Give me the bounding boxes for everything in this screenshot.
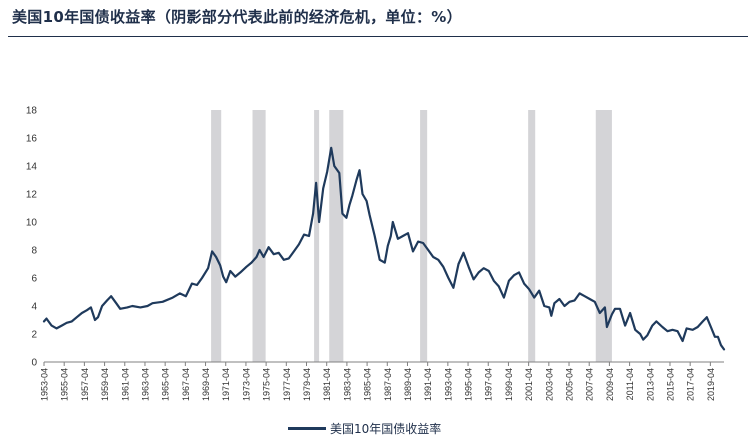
legend: 美国10年国债收益率	[288, 420, 441, 437]
x-tick-label: 1997-04	[484, 368, 494, 401]
x-tick-label: 2019-04	[706, 368, 716, 401]
series-layer	[42, 146, 726, 351]
recession-band	[420, 110, 428, 362]
recession-band	[595, 110, 612, 362]
x-tick-label: 1969-04	[201, 368, 211, 401]
title-underline	[8, 36, 748, 37]
recession-band	[211, 110, 222, 362]
x-tick-label: 1963-04	[140, 368, 150, 401]
x-tick-label: 1985-04	[363, 368, 373, 401]
x-axis: 1953-04 1955-04 1957-04 1959-04 1961-04 1963-…	[40, 361, 724, 401]
y-tick-label: 2	[31, 330, 37, 341]
x-tick-label: 2007-04	[585, 368, 595, 401]
x-tick-label: 1975-04	[262, 368, 272, 401]
x-tick-label: 1981-04	[322, 368, 332, 401]
y-tick-label: 8	[31, 246, 37, 257]
legend-swatch	[288, 427, 326, 430]
recession-band	[314, 110, 320, 362]
x-tick-label: 1965-04	[161, 368, 171, 401]
x-tick-label: 2011-04	[625, 368, 635, 400]
x-tick-label: 1991-04	[423, 368, 433, 401]
x-tick-label: 1987-04	[383, 368, 393, 401]
x-tick-label: 1999-04	[504, 368, 514, 401]
x-tick-label: 2013-04	[645, 368, 655, 401]
page-title: 美国10年国债收益率（阴影部分代表此前的经济危机，单位：%）	[12, 8, 462, 26]
x-tick-label: 1971-04	[221, 368, 231, 401]
x-tick-label: 1979-04	[302, 368, 312, 401]
x-tick-label: 2005-04	[565, 368, 575, 401]
x-tick-label: 1967-04	[181, 368, 191, 401]
y-tick-label: 16	[26, 134, 38, 145]
x-tick-label: 1955-04	[60, 368, 70, 401]
x-tick-label: 2001-04	[524, 368, 534, 401]
y-tick-label: 4	[31, 302, 37, 313]
y-tick-label: 0	[31, 358, 37, 369]
x-tick-label: 1993-04	[443, 368, 453, 401]
x-tick-label: 1959-04	[100, 368, 110, 401]
x-tick-label: 1957-04	[80, 368, 90, 401]
x-tick-label: 2009-04	[605, 368, 615, 401]
recession-shading	[211, 110, 612, 362]
x-tick-label: 1989-04	[403, 368, 413, 401]
x-tick-label: 1983-04	[342, 368, 352, 401]
y-tick-label: 12	[26, 190, 38, 201]
x-tick-label: 1973-04	[241, 368, 251, 401]
x-tick-label: 1961-04	[120, 368, 130, 401]
x-tick-label: 2017-04	[686, 368, 696, 401]
recession-band	[528, 110, 536, 362]
x-tick-label: 1953-04	[40, 368, 50, 401]
x-tick-label: 2003-04	[544, 368, 554, 401]
recession-band	[252, 110, 266, 362]
y-tick-label: 14	[26, 162, 38, 173]
y-tick-label: 6	[31, 274, 37, 285]
x-tick-label: 2015-04	[665, 368, 675, 401]
y-axis: 0 2 4 6 8 10 12 14 16 18	[26, 106, 38, 369]
x-tick-label: 1977-04	[282, 368, 292, 401]
y-tick-label: 18	[26, 106, 38, 117]
series-line	[42, 146, 726, 351]
y-tick-label: 10	[26, 218, 38, 229]
legend-label: 美国10年国债收益率	[330, 422, 442, 436]
x-tick-label: 1995-04	[464, 368, 474, 401]
